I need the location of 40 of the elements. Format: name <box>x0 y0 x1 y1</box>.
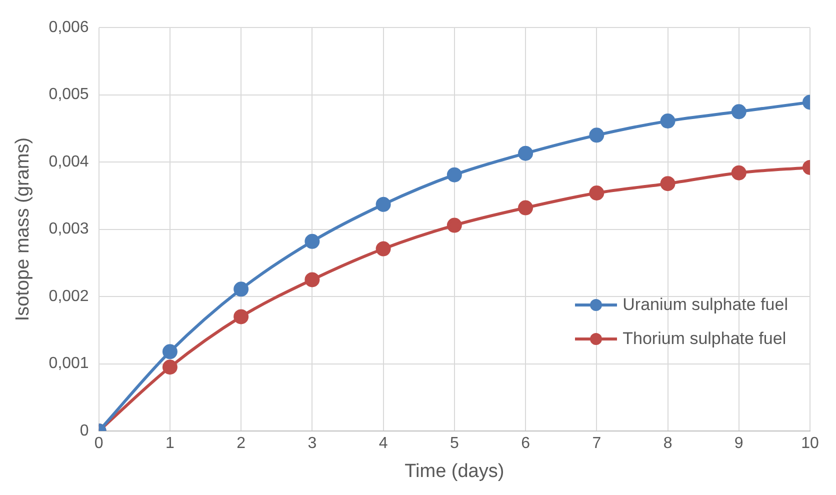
x-tick-label: 6 <box>521 435 530 452</box>
point <box>376 196 391 212</box>
point <box>162 360 178 375</box>
x-tick-label: 2 <box>236 435 246 452</box>
point <box>589 128 604 143</box>
x-tick-label: 8 <box>663 435 672 452</box>
point <box>589 185 604 200</box>
point <box>304 234 320 249</box>
point <box>731 104 746 120</box>
point <box>162 344 178 360</box>
y-tick-label: 0,003 <box>48 220 89 238</box>
y-tick-label: 0,005 <box>48 86 89 104</box>
y-tick-label: 0 <box>80 422 89 440</box>
y-tick-label: 0,006 <box>48 19 89 36</box>
x-tick-label: 5 <box>450 435 459 452</box>
point <box>234 309 249 324</box>
legend-label: Thorium sulphate fuel <box>622 329 786 349</box>
point <box>660 114 676 129</box>
point <box>446 167 462 182</box>
point <box>731 165 746 180</box>
y-axis-title: Isotope mass (grams) <box>12 137 34 322</box>
point <box>234 282 249 297</box>
point <box>518 146 534 161</box>
point <box>446 218 462 233</box>
y-tick-label: 0,004 <box>48 153 89 170</box>
x-tick-label: 0 <box>94 435 104 452</box>
y-tick-label: 0,002 <box>48 288 89 305</box>
legend-label: Uranium sulphate fuel <box>622 295 788 315</box>
point <box>518 200 534 216</box>
point <box>376 241 391 256</box>
x-tick-label: 7 <box>592 435 602 452</box>
point <box>660 176 676 192</box>
x-tick-label: 4 <box>378 435 388 452</box>
x-tick-label: 9 <box>734 435 744 452</box>
point <box>304 272 320 288</box>
x-tick-label: 10 <box>801 435 819 452</box>
x-tick-label: 3 <box>308 435 317 452</box>
y-tick-label: 0,001 <box>48 355 89 372</box>
x-axis-title: Time (days) <box>404 460 504 482</box>
x-tick-label: 1 <box>166 435 174 452</box>
